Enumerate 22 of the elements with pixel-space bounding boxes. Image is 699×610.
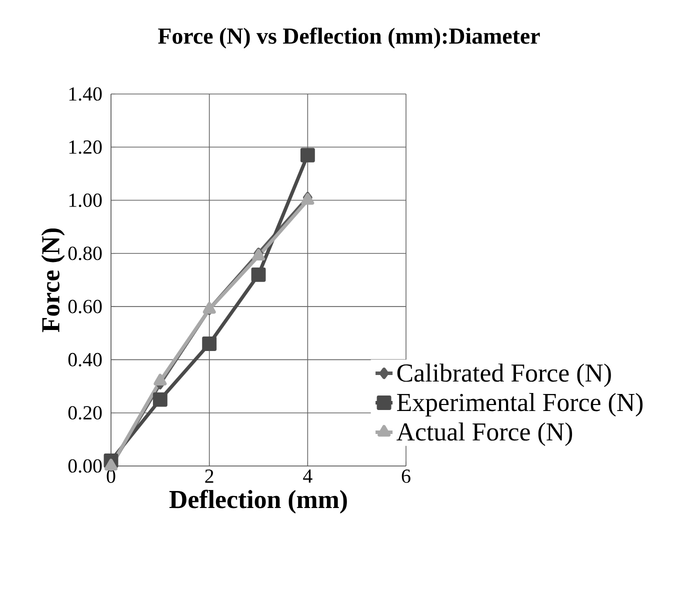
point xyxy=(152,392,168,407)
point xyxy=(251,267,266,282)
legend-label: Actual Force (N) xyxy=(396,422,572,446)
point xyxy=(300,148,315,162)
y-tick-label: 1.40 xyxy=(69,87,102,101)
x-tick-label: 4 xyxy=(303,470,312,483)
point xyxy=(154,374,167,386)
y-tick-label: 0.60 xyxy=(68,300,102,314)
legend-label: Calibrated Force (N) xyxy=(397,364,611,388)
point xyxy=(202,336,217,351)
y-tick-label: 1.20 xyxy=(69,140,102,154)
x-tick-label: 6 xyxy=(402,470,410,483)
y-axis-title: Force (N) xyxy=(41,228,65,332)
y-tick-label: 1.00 xyxy=(69,194,102,208)
x-axis-title: Deflection (mm) xyxy=(169,490,347,514)
y-tick-label: 0.80 xyxy=(68,246,102,260)
y-tick-label: 0.40 xyxy=(68,352,102,366)
legend-label: Experimental Force (N) xyxy=(397,393,643,416)
y-tick-label: 0.00 xyxy=(68,459,102,473)
chart-title: Force (N) vs Deflection (mm):Diameter xyxy=(158,27,540,48)
y-tick-label: 0.20 xyxy=(68,406,102,420)
x-tick-label: 2 xyxy=(205,470,214,483)
